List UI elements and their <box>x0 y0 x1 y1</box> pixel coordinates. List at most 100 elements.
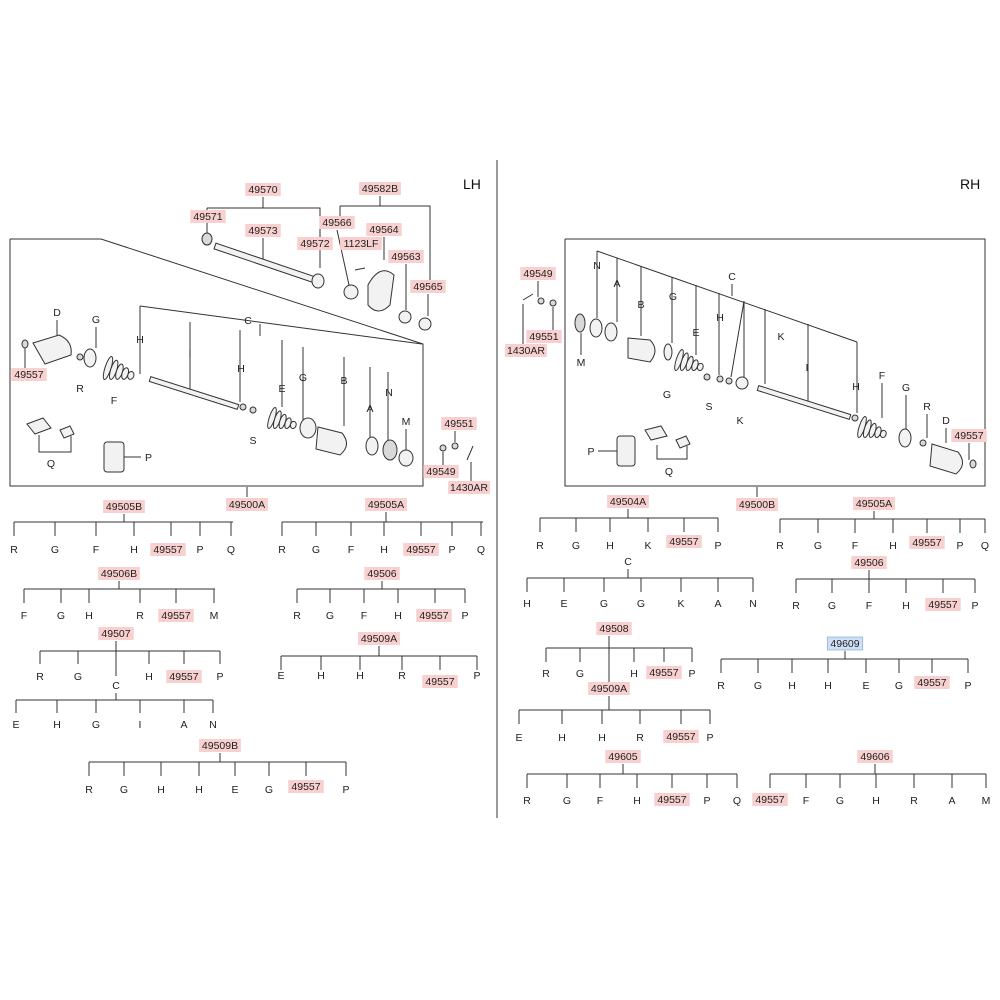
part-number-label: 49582B <box>362 183 398 195</box>
letter-label: F <box>866 600 872 612</box>
letter-label: H <box>630 668 638 680</box>
part-number-49557[interactable]: 49557 <box>11 368 47 381</box>
rh-1430ar-pin <box>522 293 534 301</box>
part-number-49505A[interactable]: 49505A <box>365 498 407 511</box>
part-number-49557[interactable]: 49557 <box>909 536 945 549</box>
part-number-label: 49557 <box>912 537 941 549</box>
part-number-49571[interactable]: 49571 <box>190 210 226 223</box>
part-number-49557[interactable]: 49557 <box>150 543 186 556</box>
part-number-49605[interactable]: 49605 <box>605 750 641 763</box>
lh-spider-q2 <box>59 425 75 439</box>
letter-label: H <box>130 544 138 556</box>
lh-49549 <box>439 444 447 452</box>
leader-lines <box>9 160 987 818</box>
letter-label: R <box>536 540 544 552</box>
letter-label: G <box>57 610 65 622</box>
letter-label: G <box>754 680 762 692</box>
part-number-highlight <box>98 627 134 640</box>
part-number-49506B[interactable]: 49506B <box>98 567 140 580</box>
part-number-49563[interactable]: 49563 <box>388 250 424 263</box>
part-number-49566[interactable]: 49566 <box>319 216 355 229</box>
boot-ring <box>289 420 297 430</box>
part-number-49565[interactable]: 49565 <box>410 280 446 293</box>
letter-label: R <box>542 668 550 680</box>
letter-label: Q <box>47 458 55 470</box>
part-number-49509B[interactable]: 49509B <box>199 739 241 752</box>
part-number-49509A[interactable]: 49509A <box>358 632 400 645</box>
letter-label: G <box>326 610 334 622</box>
part-number-1430AR[interactable]: 1430AR <box>505 344 547 357</box>
part-number-49508[interactable]: 49508 <box>596 622 632 635</box>
part-number-highlight <box>103 500 145 513</box>
letter-label: R <box>136 610 144 622</box>
letter-label: Q <box>981 540 989 552</box>
part-number-label: 49551 <box>529 331 558 343</box>
part-number-49549[interactable]: 49549 <box>520 267 556 280</box>
lh-seal <box>201 232 213 246</box>
part-number-49557[interactable]: 49557 <box>646 666 682 679</box>
part-number-49505B[interactable]: 49505B <box>103 500 145 513</box>
part-number-49549[interactable]: 49549 <box>423 465 459 478</box>
part-number-49551[interactable]: 49551 <box>526 330 562 343</box>
leader-line <box>336 229 350 286</box>
part-number-highlight <box>925 598 961 611</box>
part-number-49506[interactable]: 49506 <box>364 567 400 580</box>
letter-label: H <box>145 671 153 683</box>
lh-ring-49566 <box>343 284 359 300</box>
part-number-49573[interactable]: 49573 <box>245 224 281 237</box>
panel-label-right: RH <box>960 176 980 192</box>
part-number-49557[interactable]: 49557 <box>166 670 202 683</box>
part-number-49505A[interactable]: 49505A <box>853 497 895 510</box>
part-number-highlight <box>596 622 632 635</box>
part-number-highlight <box>288 780 324 793</box>
part-number-49570[interactable]: 49570 <box>245 183 281 196</box>
part-number-label: 49505B <box>106 501 142 513</box>
part-number-49557[interactable]: 49557 <box>158 609 194 622</box>
part-number-1430AR[interactable]: 1430AR <box>448 481 490 494</box>
part-number-49500A[interactable]: 49500A <box>226 498 268 511</box>
part-number-49557[interactable]: 49557 <box>663 730 699 743</box>
part-number-49551[interactable]: 49551 <box>441 417 477 430</box>
lh-boot-f <box>102 356 135 380</box>
part-number-highlight <box>319 216 355 229</box>
letter-label: H <box>394 610 402 622</box>
part-number-49557[interactable]: 49557 <box>951 429 987 442</box>
part-number-1123LF[interactable]: 1123LF <box>340 237 382 250</box>
letter-label: R <box>792 600 800 612</box>
part-number-49557[interactable]: 49557 <box>416 609 452 622</box>
part-number-label: 49557 <box>666 731 695 743</box>
part-labels: LH RH4957049571495734957249582B4956649564… <box>10 176 990 807</box>
part-number-49606[interactable]: 49606 <box>857 750 893 763</box>
part-number-49609[interactable]: 49609 <box>826 636 864 651</box>
letter-label: S <box>705 401 712 413</box>
part-number-49504A[interactable]: 49504A <box>607 495 649 508</box>
part-number-49506[interactable]: 49506 <box>851 556 887 569</box>
letter-label: P <box>703 795 710 807</box>
part-number-49557[interactable]: 49557 <box>914 676 950 689</box>
letter-label: R <box>278 544 286 556</box>
part-number-49509A[interactable]: 49509A <box>588 682 630 695</box>
part-number-49507[interactable]: 49507 <box>98 627 134 640</box>
part-number-49557[interactable]: 49557 <box>422 675 458 688</box>
part-number-49557[interactable]: 49557 <box>925 598 961 611</box>
part-number-49557[interactable]: 49557 <box>752 793 788 806</box>
part-number-49557[interactable]: 49557 <box>654 793 690 806</box>
part-number-49572[interactable]: 49572 <box>297 237 333 250</box>
letter-label: P <box>971 600 978 612</box>
letter-label: G <box>265 784 273 796</box>
part-number-label: 49504A <box>610 496 646 508</box>
rh-ring-m <box>574 313 586 333</box>
part-number-49582B[interactable]: 49582B <box>359 182 401 195</box>
part-number-highlight <box>226 498 268 511</box>
part-number-49557[interactable]: 49557 <box>666 535 702 548</box>
part-number-49500B[interactable]: 49500B <box>736 498 778 511</box>
part-number-49557[interactable]: 49557 <box>288 780 324 793</box>
part-number-49564[interactable]: 49564 <box>366 223 402 236</box>
letter-label: H <box>136 334 144 346</box>
lh-ring-g2 <box>299 417 317 439</box>
letter-label: G <box>902 382 910 394</box>
part-number-highlight <box>666 535 702 548</box>
part-number-highlight <box>190 210 226 223</box>
part-number-label: 49609 <box>830 638 859 650</box>
part-number-49557[interactable]: 49557 <box>403 543 439 556</box>
